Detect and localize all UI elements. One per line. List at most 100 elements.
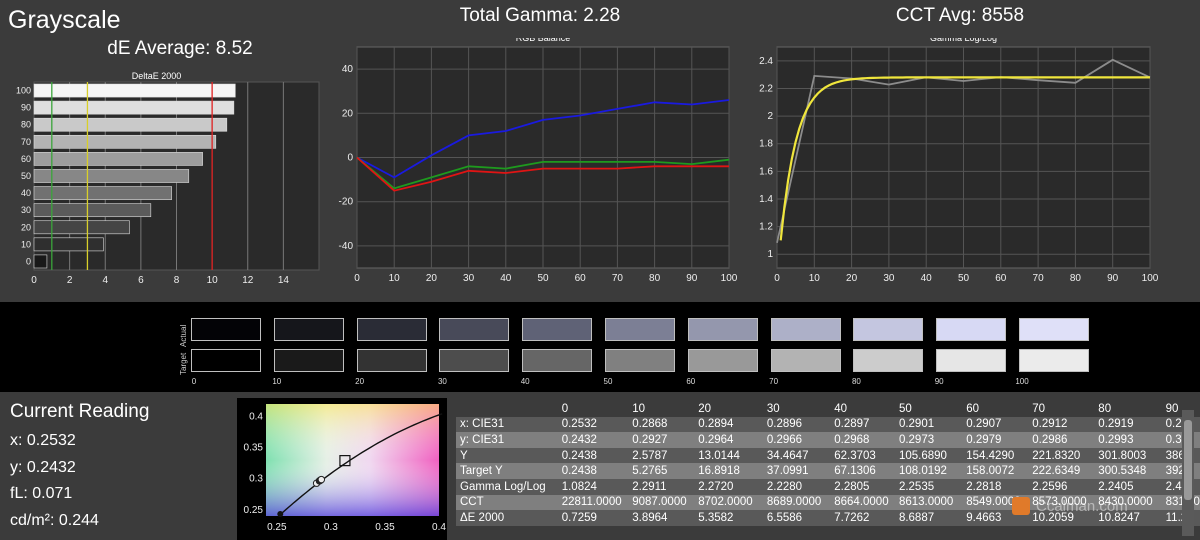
- gamma-xtick: 40: [921, 273, 933, 284]
- swatch-label: 30: [437, 377, 447, 386]
- cie-chart: 0.25 0.3 0.35 0.4 0.4 0.35 0.3 0.25: [237, 398, 447, 540]
- table-cell: 158.0072: [962, 463, 1029, 479]
- rgb-xtick: 40: [500, 273, 512, 284]
- target-swatch: [853, 349, 924, 372]
- actual-swatch: [853, 318, 924, 341]
- deltae-bar: [33, 220, 130, 235]
- reading-x: x: 0.2532: [10, 432, 76, 449]
- gamma-xtick: 10: [809, 273, 821, 284]
- gamma-xtick: 20: [846, 273, 858, 284]
- table-row: Y 0.2438 2.5787 13.0144 34.4647 62.3703 105.68…: [456, 447, 1200, 464]
- table-cell: 7.7262: [830, 510, 895, 526]
- table-cell: 1.0824: [557, 478, 629, 495]
- table-cell: 8549.0000: [962, 494, 1029, 511]
- table-cell: 0.2432: [557, 432, 629, 448]
- swatch-label: 80: [851, 377, 861, 386]
- deltae-xtick: 6: [138, 275, 144, 286]
- cie-ytick: 0.25: [244, 505, 264, 516]
- table-header-cell: 70: [1032, 402, 1046, 415]
- cie-locus: [281, 413, 443, 514]
- target-swatch: [936, 349, 1007, 372]
- table-cell: 0.2901: [894, 416, 963, 433]
- gamma-xtick: 60: [995, 273, 1007, 284]
- table-cell: 22811.0000: [557, 494, 629, 511]
- deltae-xtick: 12: [242, 275, 254, 286]
- table-cell: 2.2280: [762, 478, 831, 495]
- gamma-xtick: 0: [774, 273, 780, 284]
- table-cell: 2.407: [1161, 478, 1200, 495]
- table-cell: y: CIE31: [456, 432, 558, 448]
- target-swatch: [1019, 349, 1089, 372]
- watermark-logo-icon: [1012, 497, 1030, 515]
- table-cell: 37.0991: [762, 463, 831, 479]
- swatch-band: [0, 302, 1200, 392]
- table-header-cell: 20: [698, 402, 712, 415]
- deltae-ytick: 10: [21, 239, 31, 249]
- gamma-ytick: 1.8: [759, 139, 773, 150]
- table-cell: 34.4647: [762, 447, 831, 464]
- cie-xtick: 0.4: [432, 522, 446, 533]
- cie-ytick: 0.4: [249, 411, 263, 422]
- target-row-label: Target: [179, 352, 188, 375]
- target-swatch: [522, 349, 593, 372]
- table-row: y: CIE31 0.2432 0.2927 0.2964 0.2966 0.2968 0.…: [456, 432, 1200, 448]
- deltae-bar: [33, 117, 228, 132]
- de-average: dE Average: 8.52: [107, 38, 253, 59]
- actual-swatch: [439, 318, 510, 341]
- table-cell: 2.2818: [962, 478, 1029, 495]
- table-cell: 0.2919: [1094, 416, 1162, 433]
- rgb-xtick: 50: [537, 273, 549, 284]
- table-header-row: 0 10 20 30 40 50 60 70 80 90: [456, 401, 1200, 417]
- reading-fl: fL: 0.071: [10, 485, 73, 502]
- table-cell: 10.2059: [1028, 510, 1095, 526]
- rgb-xtick: 10: [389, 273, 401, 284]
- gamma-xtick: 80: [1070, 273, 1082, 284]
- watermark: Ccalman.com: [1036, 498, 1128, 515]
- table-cell: 8311.0: [1161, 494, 1200, 511]
- gamma-xtick: 30: [883, 273, 895, 284]
- deltae-bar: [33, 254, 48, 269]
- table-header-cell: [456, 401, 558, 417]
- deltae-xtick: 0: [31, 275, 37, 286]
- deltae-ytick: 80: [21, 120, 31, 130]
- table-cell: 0.2868: [628, 416, 695, 433]
- table-cell: 0.2927: [628, 432, 695, 448]
- deltae-xtick: 8: [174, 275, 180, 286]
- gamma-ytick: 1.6: [759, 166, 773, 177]
- rgb-series-2: [356, 156, 729, 192]
- deltae-ytick: 0: [26, 256, 31, 266]
- deltae-bar: [33, 169, 190, 183]
- deltae-bar: [33, 152, 203, 166]
- table-cell: 8689.0000: [762, 494, 831, 511]
- table-cell: 2.2805: [830, 478, 895, 495]
- cie-xtick: 0.35: [375, 522, 395, 533]
- table-cell: Gamma Log/Log: [456, 478, 558, 495]
- gamma-ytick: 2: [767, 111, 773, 122]
- table-cell: 0.2897: [830, 416, 895, 433]
- table-scroll-thumb[interactable]: [1184, 420, 1192, 500]
- table-header-cell: 60: [966, 402, 980, 415]
- table-header-cell: 30: [766, 402, 780, 415]
- gamma-xtick: 70: [1033, 273, 1045, 284]
- table-row: x: CIE31 0.2532 0.2868 0.2894 0.2896 0.2897 0.…: [456, 416, 1200, 433]
- target-swatch: [687, 349, 758, 372]
- table-cell: 2.2596: [1028, 478, 1095, 495]
- rgb-balance-chart: RGB Balance 0 10 20 30 40 50 60 70 80 90 100 40 20 0 -2…: [339, 38, 737, 284]
- table-cell: 0.2986: [1028, 432, 1095, 448]
- target-swatch: [356, 349, 427, 372]
- swatch-label: 100: [1015, 377, 1029, 386]
- deltae-ytick: 100: [16, 86, 31, 96]
- gamma-ytick: 2.2: [759, 83, 773, 94]
- actual-swatch: [356, 318, 427, 341]
- gamma-ytick: 1.4: [759, 194, 773, 205]
- deltae-bar: [33, 186, 172, 200]
- table-cell: 105.6890: [894, 447, 963, 464]
- deltae-bar: [33, 203, 152, 218]
- table-cell: 386.6: [1161, 447, 1200, 464]
- table-cell: 0.300: [1161, 432, 1200, 448]
- actual-swatch: [770, 318, 841, 341]
- table-cell: 5.3582: [694, 510, 763, 526]
- deltae-xtick: 4: [102, 275, 108, 286]
- table-cell: 0.2964: [694, 432, 763, 448]
- target-swatch: [439, 349, 510, 372]
